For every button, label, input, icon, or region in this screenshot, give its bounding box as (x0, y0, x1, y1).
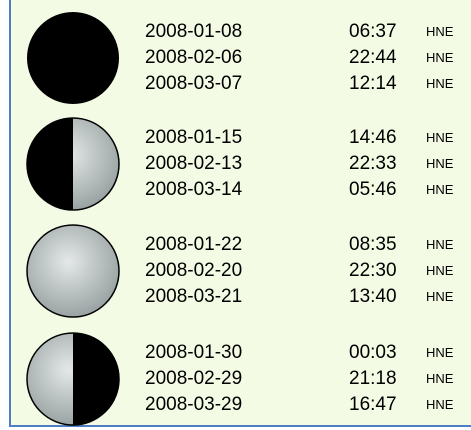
phase-row: 2008-03-29 16:47 HNE (11, 392, 471, 418)
date: 2008-01-22 (145, 232, 242, 258)
time: 16:47 (349, 392, 397, 418)
time: 22:44 (349, 45, 397, 71)
time-zone: HNE (426, 125, 453, 151)
phase-row: 2008-02-29 21:18 HNE (11, 366, 471, 392)
time: 22:30 (349, 258, 397, 284)
phase-row: 2008-01-08 06:37 HNE (11, 19, 471, 45)
phase-row: 2008-01-22 08:35 HNE (11, 232, 471, 258)
date: 2008-01-15 (145, 125, 242, 151)
time-zone: HNE (426, 177, 453, 203)
time-zone: HNE (426, 45, 453, 71)
time-zone: HNE (426, 284, 453, 310)
date: 2008-03-21 (145, 284, 242, 310)
time: 12:14 (349, 71, 397, 97)
time-zone: HNE (426, 340, 453, 366)
time: 21:18 (349, 366, 397, 392)
phase-row: 2008-02-06 22:44 HNE (11, 45, 471, 71)
phase-row: 2008-02-20 22:30 HNE (11, 258, 471, 284)
date: 2008-01-08 (145, 19, 242, 45)
time-zone: HNE (426, 258, 453, 284)
time-zone: HNE (426, 366, 453, 392)
time: 13:40 (349, 284, 397, 310)
phase-row: 2008-03-14 05:46 HNE (11, 177, 471, 203)
date: 2008-03-14 (145, 177, 242, 203)
time: 06:37 (349, 19, 397, 45)
date: 2008-02-06 (145, 45, 242, 71)
date: 2008-02-20 (145, 258, 242, 284)
time: 05:46 (349, 177, 397, 203)
time-zone: HNE (426, 19, 453, 45)
time-zone: HNE (426, 151, 453, 177)
time: 08:35 (349, 232, 397, 258)
date: 2008-03-29 (145, 392, 242, 418)
date: 2008-02-13 (145, 151, 242, 177)
phase-row: 2008-03-07 12:14 HNE (11, 71, 471, 97)
time-zone: HNE (426, 392, 453, 418)
time-zone: HNE (426, 71, 453, 97)
page: {"phases": [ {"rows": [{"date": "2008-01… (0, 0, 471, 430)
phase-row: 2008-02-13 22:33 HNE (11, 151, 471, 177)
time-zone: HNE (426, 232, 453, 258)
time: 22:33 (349, 151, 397, 177)
time: 00:03 (349, 340, 397, 366)
time: 14:46 (349, 125, 397, 151)
date: 2008-01-30 (145, 340, 242, 366)
phase-row: 2008-03-21 13:40 HNE (11, 284, 471, 310)
date: 2008-03-07 (145, 71, 242, 97)
phase-row: 2008-01-15 14:46 HNE (11, 125, 471, 151)
phase-row: 2008-01-30 00:03 HNE (11, 340, 471, 366)
date: 2008-02-29 (145, 366, 242, 392)
